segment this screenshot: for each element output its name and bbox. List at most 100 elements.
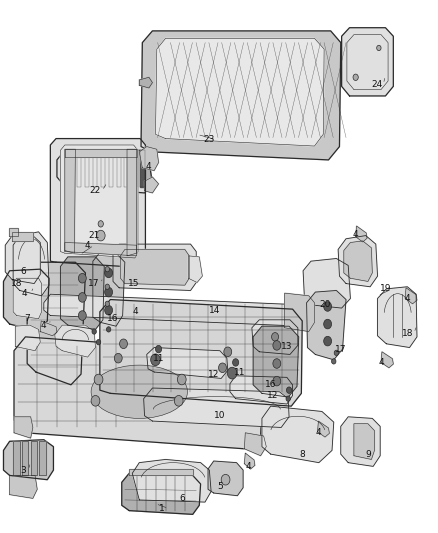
Polygon shape <box>93 252 125 326</box>
Text: 24: 24 <box>371 80 382 88</box>
Polygon shape <box>132 459 211 502</box>
Circle shape <box>377 45 381 51</box>
Polygon shape <box>60 145 138 258</box>
Text: 6: 6 <box>20 268 26 276</box>
Polygon shape <box>9 228 18 236</box>
Circle shape <box>120 339 127 349</box>
Circle shape <box>273 359 281 368</box>
Circle shape <box>324 336 332 346</box>
Polygon shape <box>208 461 243 496</box>
Text: 12: 12 <box>267 391 278 400</box>
Circle shape <box>106 327 111 332</box>
Polygon shape <box>145 177 159 193</box>
Circle shape <box>174 395 183 406</box>
Circle shape <box>105 266 110 272</box>
Circle shape <box>96 230 105 241</box>
Polygon shape <box>22 441 28 475</box>
Polygon shape <box>144 388 289 427</box>
Text: 16: 16 <box>107 314 119 323</box>
Circle shape <box>105 268 113 278</box>
Polygon shape <box>65 243 137 256</box>
Polygon shape <box>44 294 309 326</box>
Text: 4: 4 <box>316 429 321 437</box>
Polygon shape <box>262 406 334 463</box>
Circle shape <box>155 345 162 353</box>
Circle shape <box>98 221 103 227</box>
Circle shape <box>332 359 336 364</box>
Circle shape <box>78 311 86 320</box>
Text: 18: 18 <box>402 329 413 337</box>
Circle shape <box>78 293 86 302</box>
Polygon shape <box>50 139 145 268</box>
Polygon shape <box>10 475 37 498</box>
Text: 4: 4 <box>40 321 46 329</box>
Polygon shape <box>101 150 105 187</box>
Polygon shape <box>39 441 46 475</box>
Polygon shape <box>55 325 95 357</box>
Polygon shape <box>307 290 346 360</box>
Text: 22: 22 <box>90 187 101 195</box>
Polygon shape <box>230 376 293 404</box>
Polygon shape <box>13 441 20 475</box>
Polygon shape <box>381 352 393 368</box>
Polygon shape <box>14 337 264 449</box>
Circle shape <box>92 329 96 334</box>
Circle shape <box>221 474 230 485</box>
Polygon shape <box>122 473 201 514</box>
Polygon shape <box>155 38 324 146</box>
Text: 10: 10 <box>214 411 226 420</box>
Circle shape <box>96 340 101 345</box>
Text: 4: 4 <box>353 230 358 239</box>
Polygon shape <box>147 348 228 378</box>
Polygon shape <box>127 149 137 256</box>
Circle shape <box>151 354 160 366</box>
Polygon shape <box>129 469 193 475</box>
Polygon shape <box>85 150 89 187</box>
Polygon shape <box>378 287 417 348</box>
Polygon shape <box>13 278 42 319</box>
Text: 4: 4 <box>85 241 90 249</box>
Text: 15: 15 <box>128 279 139 288</box>
Polygon shape <box>188 256 202 282</box>
Polygon shape <box>12 232 33 241</box>
Text: 8: 8 <box>299 450 305 458</box>
Polygon shape <box>57 150 152 193</box>
Text: 17: 17 <box>88 279 100 288</box>
Text: 16: 16 <box>265 381 276 389</box>
Polygon shape <box>341 417 380 466</box>
Polygon shape <box>31 441 37 475</box>
Text: 1: 1 <box>159 504 165 513</box>
Polygon shape <box>124 150 129 187</box>
Polygon shape <box>140 150 145 187</box>
Polygon shape <box>244 433 266 456</box>
Polygon shape <box>117 150 121 187</box>
Text: 17: 17 <box>335 345 346 353</box>
Text: 4: 4 <box>378 358 384 367</box>
Circle shape <box>94 374 103 385</box>
Text: 12: 12 <box>208 370 219 378</box>
Text: 18: 18 <box>11 279 22 288</box>
Polygon shape <box>14 417 33 438</box>
Polygon shape <box>60 257 104 329</box>
Circle shape <box>353 74 358 80</box>
Text: 4: 4 <box>405 294 410 303</box>
Circle shape <box>286 396 290 401</box>
Polygon shape <box>40 321 57 336</box>
Polygon shape <box>15 325 40 351</box>
Text: 13: 13 <box>281 342 293 351</box>
Polygon shape <box>27 262 85 385</box>
Text: 9: 9 <box>365 450 371 458</box>
Text: 11: 11 <box>153 354 164 362</box>
Circle shape <box>334 350 339 356</box>
Text: 23: 23 <box>204 135 215 144</box>
Polygon shape <box>244 453 255 469</box>
Polygon shape <box>69 150 74 187</box>
Circle shape <box>273 376 281 386</box>
Polygon shape <box>13 232 49 296</box>
Circle shape <box>105 305 113 315</box>
Polygon shape <box>318 421 329 437</box>
Text: 5: 5 <box>217 482 223 490</box>
Text: 3: 3 <box>20 466 26 474</box>
Polygon shape <box>100 300 302 406</box>
Circle shape <box>105 284 110 289</box>
